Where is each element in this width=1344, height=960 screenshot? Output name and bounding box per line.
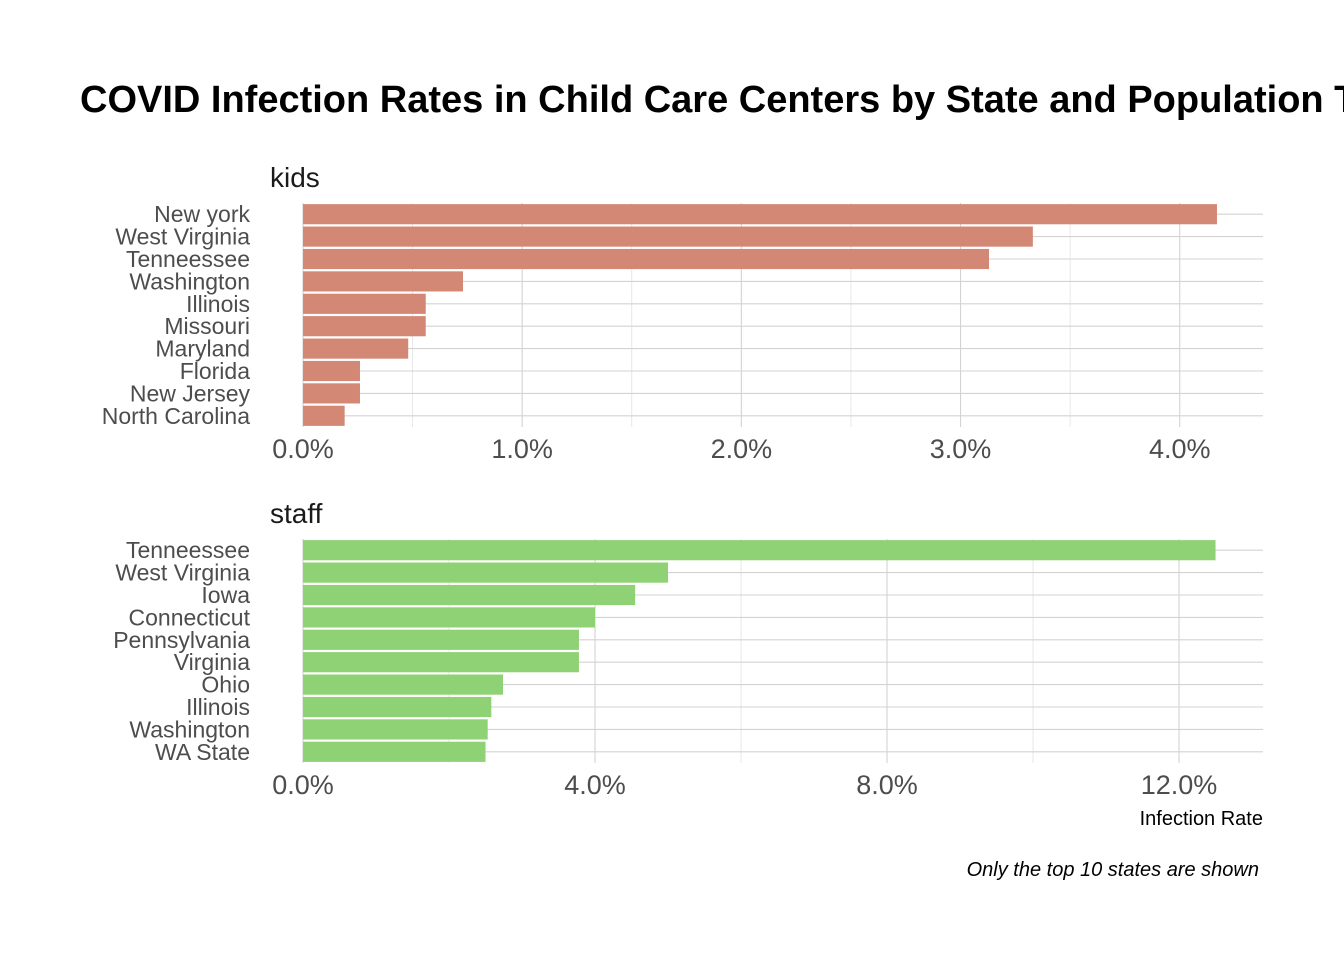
y-tick-label: Washington xyxy=(129,268,250,294)
bar-staff-virginia xyxy=(303,652,579,673)
y-tick-label: North Carolina xyxy=(102,403,250,429)
y-tick-label: New Jersey xyxy=(130,380,251,406)
bar-kids-north-carolina xyxy=(303,405,345,426)
bar-staff-wa-state xyxy=(303,741,486,762)
bar-staff-washington xyxy=(303,719,488,740)
facet-label-staff: staff xyxy=(270,498,323,529)
y-tick-label: Florida xyxy=(180,358,251,384)
bar-kids-maryland xyxy=(303,338,409,359)
y-tick-label: Virginia xyxy=(174,649,250,675)
x-tick-label: 4.0% xyxy=(564,770,626,800)
y-tick-label: Illinois xyxy=(186,694,250,720)
y-tick-label: West Virginia xyxy=(115,560,250,586)
x-tick-label: 3.0% xyxy=(930,434,992,464)
y-tick-label: Illinois xyxy=(186,291,250,317)
bar-staff-illinois xyxy=(303,696,492,718)
bar-kids-florida xyxy=(303,360,360,382)
y-tick-label: Ohio xyxy=(201,672,250,698)
x-tick-label: 12.0% xyxy=(1141,770,1218,800)
bar-staff-connecticut xyxy=(303,607,596,628)
y-tick-label: Iowa xyxy=(201,582,250,608)
y-tick-label: New york xyxy=(154,201,250,227)
bar-kids-washington xyxy=(303,271,463,292)
bar-kids-missouri xyxy=(303,316,426,337)
bar-staff-west-virginia xyxy=(303,562,669,583)
y-tick-label: West Virginia xyxy=(115,224,250,250)
y-tick-label: WA State xyxy=(155,739,250,765)
y-tick-label: Connecticut xyxy=(129,604,251,630)
bar-staff-tenneessee xyxy=(303,540,1216,561)
y-tick-label: Missouri xyxy=(164,313,250,339)
chart-caption: Only the top 10 states are shown xyxy=(967,859,1259,881)
bar-kids-illinois xyxy=(303,293,426,314)
facet-label-kids: kids xyxy=(270,162,320,193)
y-tick-label: Maryland xyxy=(155,336,250,362)
x-tick-label: 0.0% xyxy=(272,770,334,800)
x-axis-title: Infection Rate xyxy=(1140,808,1263,830)
bar-kids-new-jersey xyxy=(303,383,360,404)
y-tick-label: Tenneessee xyxy=(126,537,250,563)
y-tick-label: Washington xyxy=(129,716,250,742)
bar-kids-new-york xyxy=(303,204,1217,225)
x-tick-label: 4.0% xyxy=(1149,434,1211,464)
x-tick-label: 0.0% xyxy=(272,434,334,464)
chart-title: COVID Infection Rates in Child Care Cent… xyxy=(80,79,1344,121)
x-tick-label: 2.0% xyxy=(711,434,773,464)
x-tick-label: 8.0% xyxy=(856,770,918,800)
bar-staff-iowa xyxy=(303,584,636,606)
bar-staff-pennsylvania xyxy=(303,629,579,650)
y-tick-label: Pennsylvania xyxy=(113,627,250,653)
x-tick-label: 1.0% xyxy=(491,434,553,464)
y-tick-label: Tenneessee xyxy=(126,246,250,272)
bar-kids-west-virginia xyxy=(303,226,1033,247)
bar-kids-tenneessee xyxy=(303,248,990,270)
bar-staff-ohio xyxy=(303,674,504,695)
